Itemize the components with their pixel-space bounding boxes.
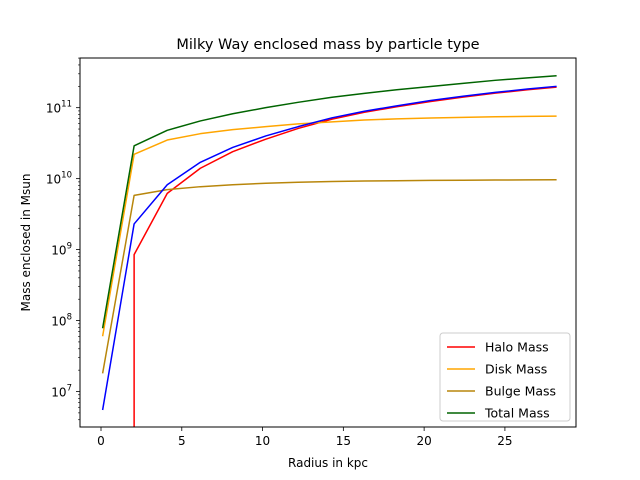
legend-label-bulge-mass: Bulge Mass (485, 384, 556, 399)
legend-frame (439, 332, 571, 422)
y-tick-label: 109 (51, 242, 72, 258)
y-tick-label: 1011 (46, 100, 72, 116)
legend: Halo Mass Disk Mass Bulge Mass Total Mass (439, 332, 571, 422)
series-layer (101, 74, 557, 427)
x-axis-label: Radius in kpc (288, 456, 368, 470)
legend-label-total-mass: Total Mass (484, 406, 550, 421)
series-line-total-mass (101, 74, 557, 329)
x-tick-label: 5 (178, 434, 186, 448)
y-axis: 107 108 109 1010 1011 (46, 57, 80, 421)
y-axis-label: Mass enclosed in Msun (19, 174, 33, 312)
legend-label-disk-mass: Disk Mass (485, 362, 547, 377)
x-axis: 0 5 10 15 20 25 (97, 427, 513, 448)
y-tick-label: 107 (51, 384, 72, 400)
x-tick-label: 20 (416, 434, 431, 448)
chart-title: Milky Way enclosed mass by particle type (176, 37, 479, 53)
series-line-bulge-mass (101, 178, 557, 374)
x-tick-label: 15 (336, 434, 351, 448)
plot-frame (79, 57, 577, 428)
y-tick-label: 1010 (46, 171, 72, 187)
series-line-series-4 (101, 85, 557, 411)
x-tick-label: 0 (97, 434, 105, 448)
series-line-disk-mass (101, 115, 557, 337)
legend-label-halo-mass: Halo Mass (485, 340, 549, 355)
x-tick-label: 10 (255, 434, 270, 448)
series-line-halo-mass (133, 86, 557, 427)
x-tick-label: 25 (497, 434, 512, 448)
y-tick-label: 108 (51, 313, 72, 329)
